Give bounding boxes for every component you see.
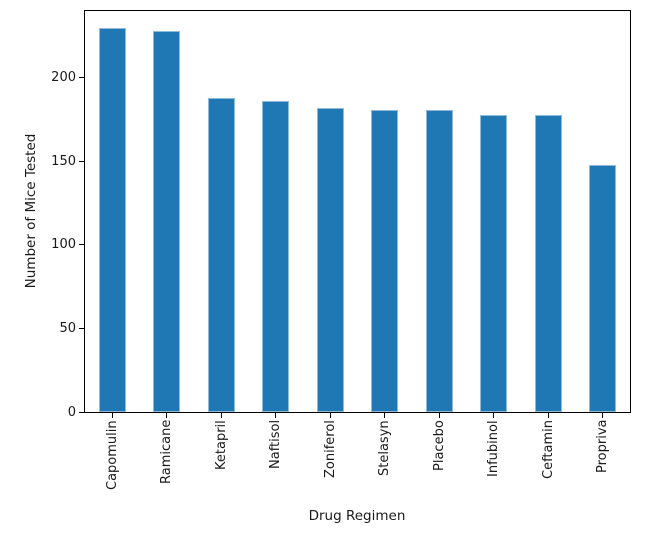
plot-area: 0 50 100 150 200 Capomulin Ramicane Ketapril Naf…: [51, 10, 631, 490]
bar: [480, 114, 508, 412]
y-axis-label: Number of Mice Tested: [23, 133, 39, 289]
x-tick-label: Ramicane: [159, 420, 175, 485]
y-tick-mark: [79, 77, 84, 79]
y-tick-label: 150: [51, 153, 76, 169]
y-tick-label: 200: [51, 70, 76, 86]
y-tick-mark: [79, 160, 84, 162]
x-tick-mark: [493, 413, 495, 418]
x-tick-label: Placebo: [431, 420, 447, 471]
x-tick-mark: [438, 413, 440, 418]
x-tick-label: Capomulin: [104, 420, 120, 490]
bar: [589, 164, 617, 412]
x-tick-mark: [166, 413, 168, 418]
x-tick-mark: [329, 413, 331, 418]
bar: [371, 109, 399, 412]
x-tick-mark: [111, 413, 113, 418]
bar: [425, 109, 453, 412]
bar: [262, 101, 290, 412]
x-tick-label: Zoniferol: [322, 420, 338, 478]
x-tick-label: Propriva: [595, 420, 611, 474]
bar: [98, 27, 126, 412]
x-tick-mark: [547, 413, 549, 418]
x-tick-label: Stelasyn: [377, 420, 393, 476]
x-tick-label: Infubinol: [486, 420, 502, 477]
bar: [534, 114, 562, 412]
y-tick-mark: [79, 244, 84, 246]
x-tick-mark: [602, 413, 604, 418]
x-tick-label: Ketapril: [213, 420, 229, 470]
x-tick-mark: [275, 413, 277, 418]
bar: [207, 97, 235, 412]
bar: [316, 107, 344, 412]
x-tick-label: Naftisol: [268, 420, 284, 470]
y-tick-label: 50: [59, 320, 76, 336]
y-tick-label: 0: [67, 404, 76, 420]
x-tick-label: Ceftamin: [540, 420, 556, 480]
y-tick-mark: [79, 327, 84, 329]
x-axis-label: Drug Regimen: [308, 508, 406, 524]
bar: [153, 31, 181, 412]
y-tick-mark: [79, 411, 84, 413]
x-tick-mark: [220, 413, 222, 418]
x-tick-mark: [384, 413, 386, 418]
y-tick-label: 100: [51, 237, 76, 253]
